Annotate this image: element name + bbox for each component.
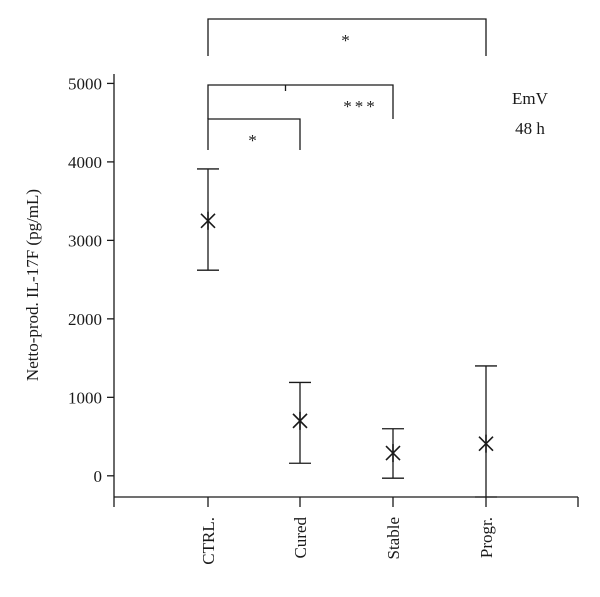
- data-point-stable: [382, 428, 404, 479]
- significance-bracket: *: [207, 118, 301, 150]
- data-point-ctrl: [197, 168, 219, 271]
- data-point-progr: [475, 365, 497, 498]
- bracket-line: [207, 84, 394, 119]
- axes: 0 1000 2000 3000 4000 5000 CTRL. Cured Stable Pro…: [68, 74, 579, 565]
- y-axis-label: Netto-prod. IL-17F (pg/mL): [23, 189, 42, 381]
- y-tick-label: 5000: [68, 74, 102, 93]
- y-tick-label: 3000: [68, 231, 102, 250]
- x-tick-label: Stable: [384, 517, 403, 560]
- bracket-line: [207, 118, 301, 150]
- y-tick-label: 2000: [68, 310, 102, 329]
- significance-label: ***: [343, 97, 378, 116]
- x-tick-label: Progr.: [477, 517, 496, 558]
- significance-bracket: ***: [207, 84, 394, 119]
- x-tick-label: Cured: [291, 517, 310, 559]
- significance-label: *: [248, 131, 260, 150]
- annotation-line-2: 48 h: [515, 119, 545, 138]
- bracket-line: [207, 18, 487, 56]
- annotation-line-1: EmV: [512, 89, 549, 108]
- x-tick-label: CTRL.: [199, 517, 218, 565]
- y-tick-label: 0: [94, 467, 103, 486]
- significance-brackets: *****: [207, 18, 487, 150]
- significance-bracket: *: [207, 18, 487, 56]
- significance-label: *: [341, 31, 353, 50]
- y-tick-label: 1000: [68, 388, 102, 407]
- data-marks: [197, 168, 497, 498]
- y-tick-label: 4000: [68, 153, 102, 172]
- data-point-cured: [289, 381, 311, 464]
